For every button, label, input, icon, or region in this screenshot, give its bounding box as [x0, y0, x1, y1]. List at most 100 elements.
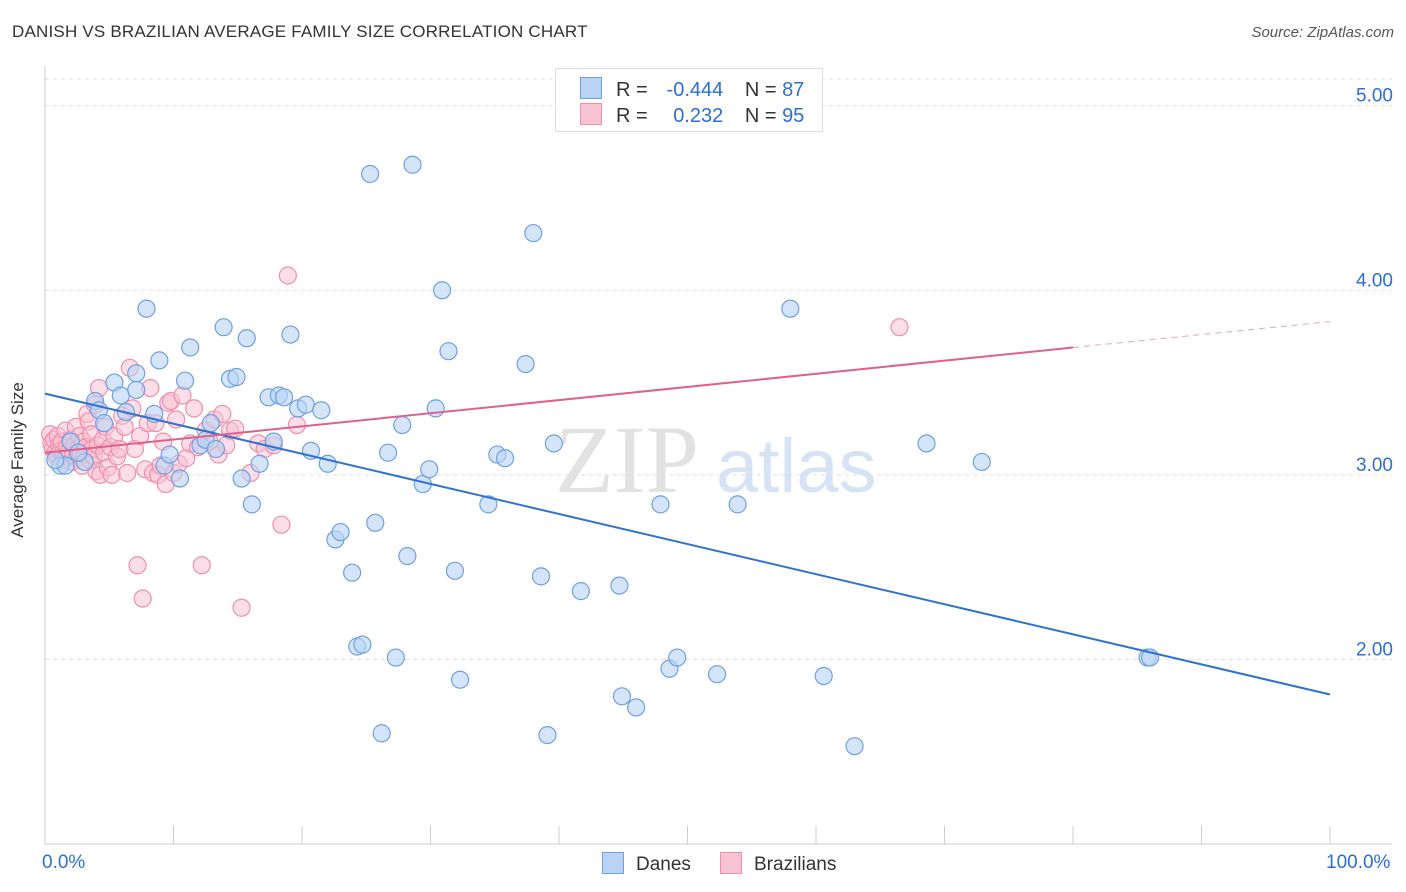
danes-point	[95, 414, 114, 433]
brazilians-point	[232, 598, 251, 617]
danes-point	[531, 567, 551, 586]
danes-point	[353, 635, 372, 654]
danes-point	[201, 414, 220, 433]
danes-n-label: N =	[744, 79, 777, 101]
danes-point	[378, 443, 398, 462]
danes-legend-swatch-icon	[602, 852, 624, 874]
danes-point	[386, 648, 405, 667]
brazilians-n-label: N =	[744, 105, 777, 127]
danes-point	[707, 665, 727, 684]
brazilians-point	[890, 318, 909, 337]
danes-point	[46, 450, 65, 470]
danes-point	[227, 367, 246, 387]
grid-lines	[45, 78, 1392, 660]
danes-point	[571, 582, 590, 601]
brazilians-swatch-icon	[580, 103, 602, 125]
brazilians-point	[133, 589, 152, 608]
legend-row-danes: R = -0.444 N = 87	[580, 77, 804, 101]
danes-n-value: 87	[782, 79, 805, 101]
danes-point	[524, 223, 543, 243]
danes-point	[439, 342, 458, 361]
brazilians-point	[102, 465, 121, 484]
danes-point	[137, 299, 156, 318]
brazilians-point	[110, 439, 129, 459]
y-axis-label: Average Family Size	[8, 382, 27, 538]
danes-point	[127, 364, 146, 383]
brazilians-r-label: R =	[616, 105, 648, 127]
danes-point	[398, 546, 417, 566]
danes-point	[281, 325, 300, 344]
danes-point	[170, 469, 190, 488]
danes-point	[366, 513, 385, 532]
bottom-legend-brazilians: Brazilians	[720, 852, 836, 876]
y-tick-label: 3.00	[1356, 455, 1393, 476]
danes-point	[69, 443, 88, 462]
danes-point	[972, 452, 991, 472]
bottom-legend-danes: Danes	[602, 852, 691, 876]
danes-point	[781, 299, 800, 318]
y-tick-label: 5.00	[1356, 86, 1393, 107]
danes-point	[420, 460, 439, 479]
danes-point	[668, 648, 687, 667]
danes-point	[160, 445, 179, 464]
danes-point	[242, 495, 261, 514]
brazilians-trend-line	[44, 346, 1074, 454]
danes-point	[814, 666, 833, 686]
brazilians-point	[272, 515, 291, 534]
danes-point	[612, 687, 632, 706]
y-tick-label: 2.00	[1356, 639, 1393, 660]
danes-point	[516, 354, 535, 374]
brazilians-point	[287, 415, 306, 435]
danes-point	[206, 439, 226, 459]
danes-point	[544, 434, 563, 453]
danes-point	[651, 495, 670, 514]
danes-point	[432, 281, 452, 300]
watermark-zip: ZIP	[555, 406, 699, 513]
y-tick-label: 4.00	[1356, 270, 1393, 291]
trend-lines	[44, 321, 1331, 696]
watermark-atlas: atlas	[716, 424, 877, 509]
danes-point	[181, 338, 200, 357]
brazilians-point	[118, 463, 137, 483]
danes-point	[250, 454, 269, 473]
legend-row-brazilians: R = 0.232 N = 95	[580, 103, 804, 127]
brazilians-point	[128, 556, 147, 575]
danes-trend-line	[44, 392, 1331, 696]
brazilians-r-value: 0.232	[673, 105, 724, 127]
legend: R = -0.444 N = 87 R = 0.232 N = 95	[555, 68, 823, 132]
danes-point	[450, 670, 470, 689]
danes-point	[403, 155, 422, 174]
danes-point	[343, 563, 362, 582]
danes-point	[331, 522, 350, 542]
axes	[44, 66, 1392, 845]
chart-title: DANISH VS BRAZILIAN AVERAGE FAMILY SIZE …	[12, 22, 588, 41]
danes-point	[610, 576, 629, 595]
danes-point	[538, 725, 557, 745]
danes-point	[214, 318, 233, 337]
danes-point	[296, 395, 315, 414]
brazilians-trend-extension	[1072, 321, 1331, 348]
danes-point	[175, 371, 195, 390]
brazilians-point	[192, 556, 211, 575]
brazilians-point	[278, 266, 297, 285]
danes-point	[917, 434, 936, 453]
danes-point	[495, 449, 515, 468]
danes-swatch-icon	[580, 77, 602, 99]
danes-point	[426, 399, 445, 418]
danes-point	[232, 469, 251, 488]
source-label: Source: ZipAtlas.com	[1251, 24, 1394, 41]
danes-point	[312, 401, 331, 420]
danes-points	[46, 155, 1160, 756]
brazilians-n-value: 95	[782, 105, 805, 127]
danes-point	[445, 561, 465, 580]
danes-legend-label: Danes	[636, 854, 691, 875]
danes-point	[127, 380, 146, 400]
y-tick-labels: 2.00 3.00 4.00 5.00	[1356, 86, 1393, 661]
danes-r-value: -0.444	[666, 79, 724, 101]
x-tick-label-min: 0.0%	[42, 852, 86, 873]
danes-point	[845, 737, 864, 756]
danes-point	[237, 329, 256, 348]
danes-point	[728, 495, 747, 514]
danes-point	[393, 415, 412, 435]
